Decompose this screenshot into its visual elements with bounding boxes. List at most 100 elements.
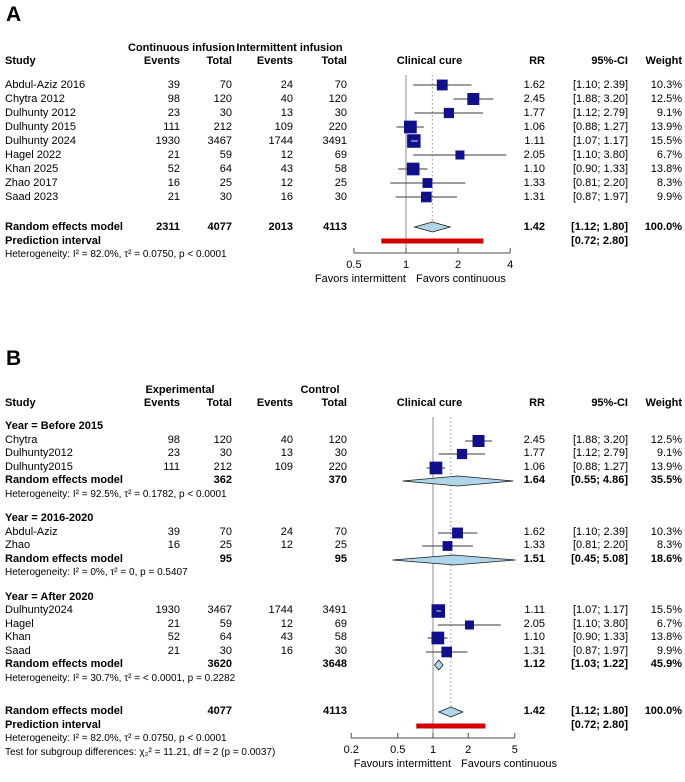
group2-column-header: Control	[300, 384, 340, 396]
total2-value: 3648	[322, 658, 347, 671]
ci-value: [1.10; 2.39]	[572, 525, 628, 538]
events1-value: 21	[167, 148, 180, 161]
study-label: Random effects model	[5, 474, 123, 487]
study-label: Zhao 2017	[5, 176, 58, 189]
rr-value: 1.10	[523, 162, 545, 175]
total1-value: 4077	[207, 220, 232, 233]
total1-value: 25	[219, 176, 232, 189]
weight-value: 15.5%	[650, 604, 682, 617]
total2-value: 30	[334, 447, 347, 460]
study-row: Chytra 98 120 40 120 2.45 [1.88; 3.20] 12.5%	[0, 434, 685, 448]
rr-value: 1.11	[524, 134, 545, 147]
ci-value: [0.45; 5.08]	[571, 552, 628, 565]
events2-value: 24	[280, 525, 293, 538]
ci-value: [1.88; 3.20]	[572, 433, 628, 446]
total2-value: 4113	[323, 220, 347, 233]
total2-value: 30	[334, 190, 347, 203]
weight-value: 9.1%	[656, 447, 682, 460]
total2-value: 30	[334, 106, 347, 119]
events1-value: 1930	[155, 134, 180, 147]
total2-value: 120	[328, 92, 347, 105]
axis-label-right: Favors continuous	[416, 273, 506, 285]
group1-column-header: Continuous infusion	[128, 42, 235, 54]
study-row: Dulhunty2012 23 30 13 30 1.77 [1.12; 2.79] 9.1%	[0, 447, 685, 461]
events2-value: 43	[280, 162, 293, 175]
ci-column-header: 95%-CI	[591, 55, 628, 67]
total1-value: 212	[213, 460, 232, 473]
events1-value: 1930	[155, 604, 180, 617]
events2-value: 40	[280, 92, 293, 105]
axis-label-right: Favours continuous	[461, 758, 557, 770]
study-label: Dulhunty 2012	[5, 106, 76, 119]
study-row: Dulhunty2024 1930 3467 1744 3491 1.11 [1.07; 1…	[0, 604, 685, 618]
ci-value: [0.81; 2.20]	[572, 176, 628, 189]
heterogeneity-row: Heterogeneity: I² = 82.0%, τ² = 0.0750, …	[0, 732, 685, 746]
weight-value: 13.8%	[650, 162, 682, 175]
ci-value: [1.10; 3.80]	[572, 617, 628, 630]
study-column-header: Study	[5, 55, 36, 67]
events2-value: 1744	[268, 134, 293, 147]
study-label: Khan	[5, 631, 31, 644]
events1-value: 111	[163, 460, 180, 473]
events2-value: 13	[280, 447, 293, 460]
heterogeneity-text: Heterogeneity: I² = 82.0%, τ² = 0.0750, …	[5, 733, 227, 745]
group1-column-header: Experimental	[145, 384, 215, 396]
heterogeneity-row: Heterogeneity: I² = 0%, τ² = 0, p = 0.54…	[0, 566, 685, 580]
ci-value: [0.88; 1.27]	[572, 120, 628, 133]
subgroup-row: Year = 2016-2020	[0, 512, 685, 526]
study-label: Year = Before 2015	[5, 420, 104, 433]
rr-value: 2.45	[523, 92, 545, 105]
subgroup-row: Year = After 2020	[0, 591, 685, 605]
weight-value: 6.7%	[656, 617, 682, 630]
weight-value: 35.5%	[650, 474, 682, 487]
ci-value: [0.55; 4.86]	[571, 474, 628, 487]
panel-b-group-headers: Experimental Control	[0, 384, 685, 397]
total1-value: 212	[213, 120, 232, 133]
panel-b: B Experimental Control Study Events Tota…	[0, 346, 685, 782]
weight-value: 18.6%	[650, 552, 682, 565]
total2-value: 220	[328, 460, 347, 473]
rr-value: 1.31	[523, 190, 545, 203]
events2-value: 1744	[268, 604, 293, 617]
heterogeneity-row: Heterogeneity: I² = 92.5%, τ² = 0.1782, …	[0, 488, 685, 502]
panel-a-group-headers: Continuous infusion Intermittent infusio…	[0, 42, 685, 55]
study-label: Dulhunty 2015	[5, 120, 76, 133]
events1-value: 52	[167, 162, 180, 175]
events2-value: 43	[280, 631, 293, 644]
pooled-row: Random effects model 95 95 1.51 [0.45; 5.08]…	[0, 553, 685, 567]
events2-column-header: Events	[256, 55, 293, 67]
total2-value: 58	[334, 631, 347, 644]
ci-value: [0.88; 1.27]	[572, 460, 628, 473]
total1-column-header: Total	[206, 397, 232, 409]
total2-value: 25	[334, 539, 347, 552]
events1-column-header: Events	[143, 55, 180, 67]
weight-value: 9.9%	[656, 190, 682, 203]
events1-value: 98	[167, 92, 180, 105]
total1-value: 70	[219, 78, 232, 91]
rr-value: 1.77	[523, 447, 545, 460]
panel-b-column-headers: Study Events Total Events Total Clinical…	[0, 397, 685, 410]
events1-column-header: Events	[143, 397, 180, 409]
total1-value: 25	[219, 539, 232, 552]
pooled-row: Random effects model 362 370 1.64 [0.55; 4.8…	[0, 474, 685, 488]
study-label: Saad 2023	[5, 190, 59, 203]
events2-value: 16	[280, 190, 293, 203]
ci-value: [1.03; 1.22]	[571, 658, 628, 671]
events2-value: 24	[280, 78, 293, 91]
subgroup-test-text: Test for subgroup differences: χ₂² = 11.…	[5, 746, 276, 758]
prediction-row: Prediction interval [0.72; 2.80]	[0, 719, 685, 733]
rr-value: 1.62	[523, 525, 545, 538]
events1-value: 111	[163, 120, 180, 133]
total1-value: 120	[213, 433, 232, 446]
events2-value: 12	[280, 539, 293, 552]
ci-value: [0.90; 1.33]	[572, 631, 628, 644]
total2-value: 70	[334, 78, 347, 91]
weight-value: 15.5%	[650, 134, 682, 147]
study-row: Khan 2025 52 64 43 58 1.10 [0.90; 1.33] 13.8%	[0, 162, 685, 176]
total1-value: 95	[219, 552, 232, 565]
study-row: Dulhunty 2015 111 212 109 220 1.06 [0.88; 1.27…	[0, 120, 685, 134]
overall-row: Random effects model 4077 4113 1.42 [1.12; 1…	[0, 705, 685, 719]
ci-value: [0.72; 2.80]	[571, 234, 628, 247]
rr-value: 2.05	[523, 148, 545, 161]
ci-value: [1.10; 2.39]	[572, 78, 628, 91]
